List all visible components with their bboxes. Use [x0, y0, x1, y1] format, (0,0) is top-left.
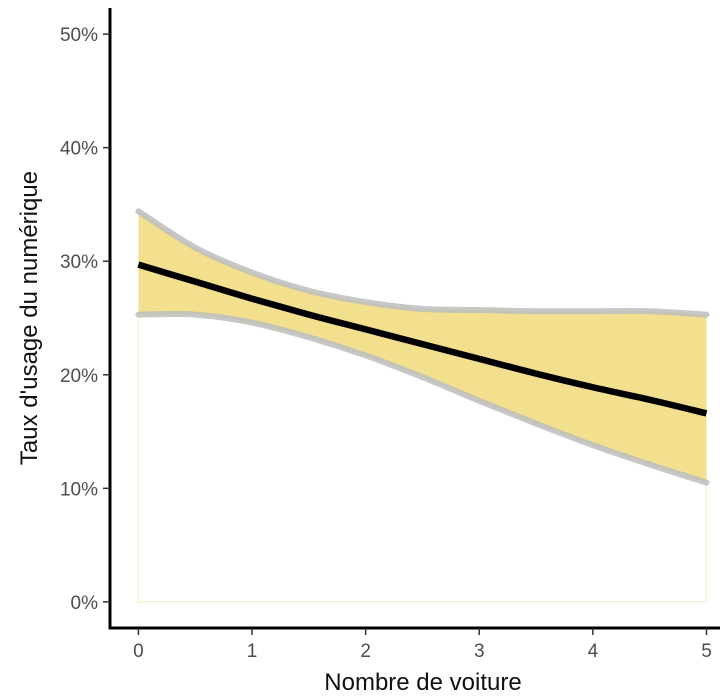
x-tick-label: 1 [247, 641, 258, 662]
band-lower-edge [135, 311, 710, 486]
x-axis-title: Nombre de voiture [324, 669, 521, 696]
band-upper-edge [135, 208, 710, 318]
y-tick-label: 40% [60, 139, 98, 160]
y-tick-label: 50% [60, 25, 98, 46]
x-tick-label: 5 [701, 641, 712, 662]
band-baseline-outline [137, 314, 708, 603]
y-axis-title: Taux d'usage du numérique [16, 171, 43, 465]
x-tick-label: 4 [588, 641, 599, 662]
y-tick-label: 20% [60, 366, 98, 387]
series-line [137, 261, 708, 417]
x-tick-label: 3 [474, 641, 485, 662]
x-tick-label: 0 [133, 641, 144, 662]
y-tick-label: 10% [60, 479, 98, 500]
x-tick-label: 2 [360, 641, 371, 662]
y-tick-label: 30% [60, 252, 98, 273]
y-tick-label: 0% [71, 593, 99, 614]
